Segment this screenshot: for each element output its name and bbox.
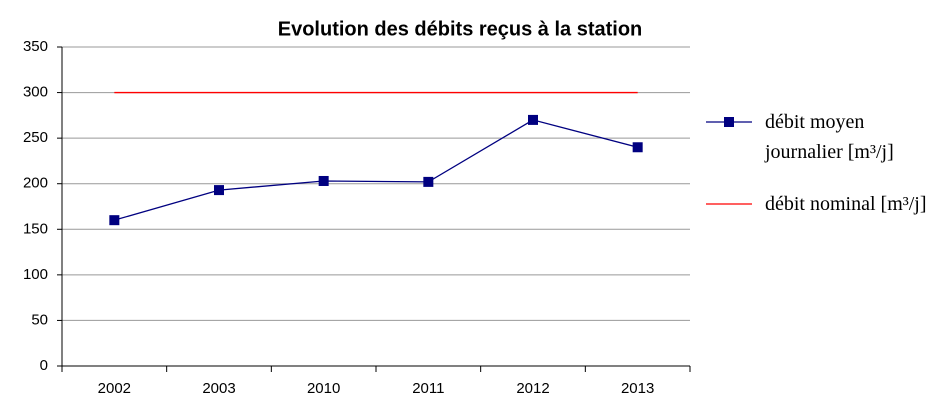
y-tick-label: 0 [40,357,48,374]
line-series [114,119,638,221]
marker [318,175,329,186]
legend-label: débit nominal [m³/j] [765,193,927,215]
legend-label: débit moyen journalier [m³/j] [765,111,894,163]
chart-title: Evolution des débits reçus à la station [278,18,643,40]
marker [632,142,643,153]
y-tick-label: 300 [23,84,48,101]
x-tick-label: 2002 [98,380,131,397]
marker [214,185,224,196]
legend-marker [724,117,734,127]
x-tick-label: 2011 [412,380,444,397]
y-tick-label: 200 [23,175,48,192]
y-tick-label: 250 [23,129,48,146]
y-tick-label: 100 [23,266,48,283]
x-tick-label: 2012 [516,380,549,397]
x-tick-label: 2013 [621,380,654,397]
x-tick-label: 2010 [307,380,340,397]
marker [109,215,120,226]
marker [528,114,538,125]
y-tick-label: 150 [23,220,48,237]
x-tick-label: 2003 [202,380,235,397]
y-tick-label: 50 [31,311,48,328]
marker [423,176,434,187]
y-tick-label: 350 [23,38,48,55]
